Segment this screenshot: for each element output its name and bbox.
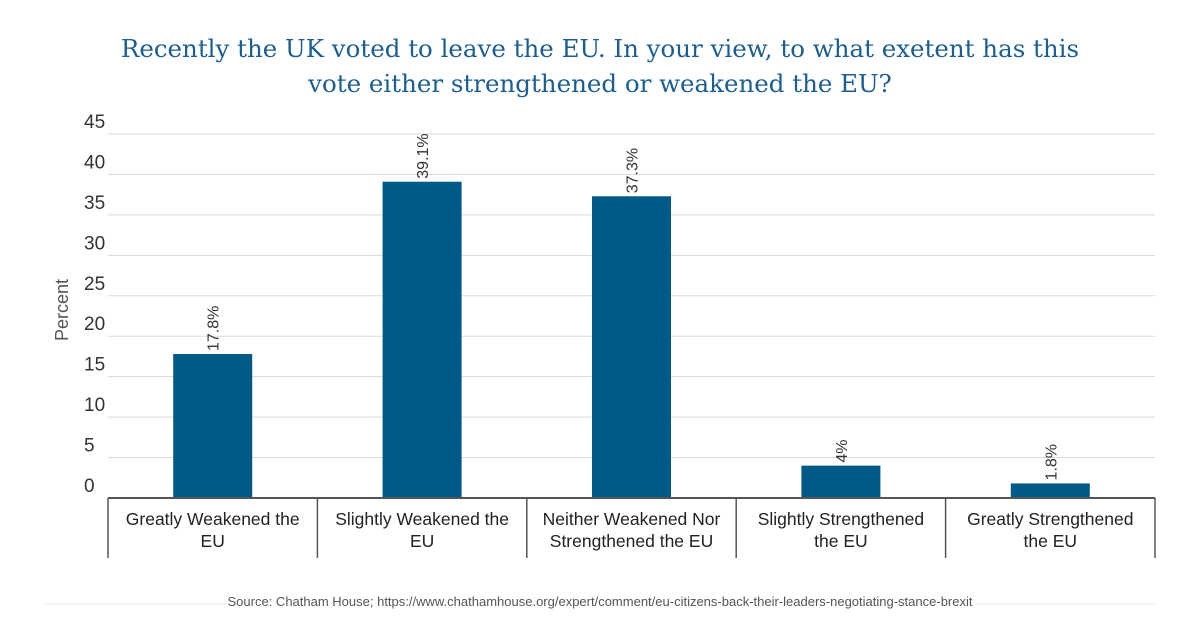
y-tick-label: 30 — [84, 233, 105, 254]
x-category-label: Slightly Strengthened — [758, 509, 924, 529]
y-tick-label: 20 — [84, 314, 105, 335]
y-tick-label: 15 — [84, 355, 105, 376]
x-category-label: Greatly Weakened the — [126, 509, 300, 529]
data-label: 4% — [834, 440, 851, 463]
data-label: 17.8% — [206, 306, 223, 351]
x-category-label: the EU — [814, 531, 868, 551]
chart-title-line: Recently the UK voted to leave the EU. I… — [121, 34, 1079, 63]
chart-title: Recently the UK voted to leave the EU. I… — [121, 34, 1079, 98]
bar — [173, 354, 253, 498]
x-axis — [107, 497, 1156, 558]
y-axis-label: Percent — [52, 279, 72, 341]
y-axis-ticks: 0 5 10 15 20 25 30 35 40 45 — [84, 112, 105, 497]
bar — [1010, 483, 1090, 498]
y-tick-label: 5 — [84, 436, 95, 457]
bar — [592, 196, 671, 499]
bars — [173, 181, 1090, 499]
data-label: 37.3% — [625, 148, 642, 193]
x-category-label: Strengthened the EU — [550, 531, 713, 551]
y-tick-label: 45 — [84, 112, 105, 133]
source-note: Source: Chatham House; https://www.chath… — [228, 594, 973, 609]
y-tick-label: 0 — [84, 476, 95, 497]
x-category-label: Greatly Strengthened — [967, 509, 1133, 529]
x-category-label: Neither Weakened Nor — [543, 509, 721, 529]
data-labels: 17.8% 39.1% 37.3% 4% 1.8% — [206, 133, 1061, 480]
x-category-label: the EU — [1024, 531, 1078, 551]
x-category-label: EU — [201, 531, 225, 551]
bar — [801, 465, 881, 498]
y-tick-label: 25 — [84, 274, 105, 295]
bar — [382, 181, 462, 499]
chart-title-line: vote either strengthened or weakened the… — [307, 69, 892, 98]
y-tick-label: 10 — [84, 395, 105, 416]
y-tick-label: 40 — [84, 152, 105, 173]
x-category-label: Slightly Weakened the — [335, 509, 509, 529]
x-category-label: EU — [410, 531, 434, 551]
y-tick-label: 35 — [84, 193, 105, 214]
data-label: 39.1% — [415, 133, 432, 178]
data-label: 1.8% — [1043, 444, 1060, 480]
